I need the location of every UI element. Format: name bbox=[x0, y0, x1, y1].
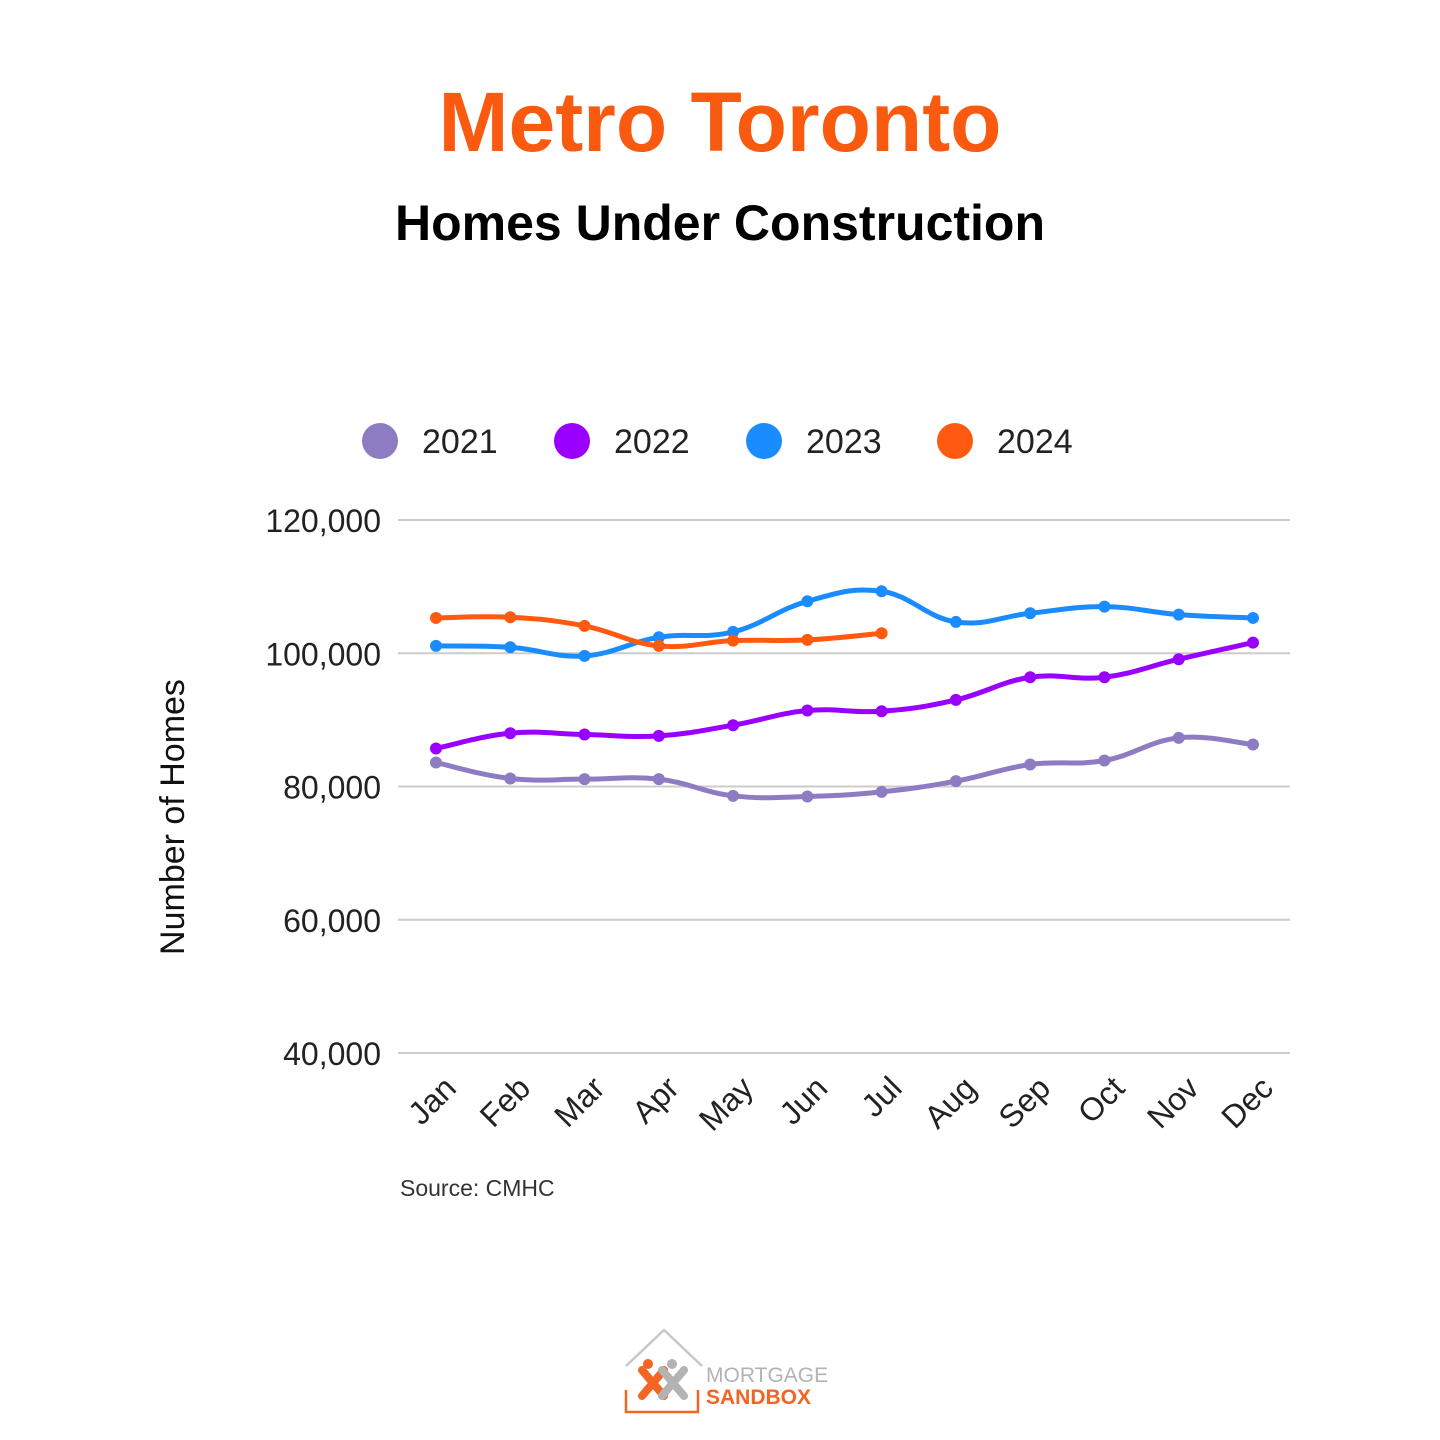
y-tick-label: 40,000 bbox=[283, 1036, 381, 1072]
legend-swatch bbox=[937, 423, 973, 459]
data-point bbox=[801, 633, 814, 646]
legend-label: 2022 bbox=[614, 423, 690, 461]
x-tick-label: Jun bbox=[772, 1069, 834, 1131]
series-2024 bbox=[430, 611, 888, 652]
data-point bbox=[949, 693, 962, 706]
y-tick-label: 100,000 bbox=[265, 636, 381, 672]
data-point bbox=[727, 634, 740, 647]
series-2022 bbox=[430, 636, 1259, 755]
data-point bbox=[1247, 738, 1259, 751]
legend-label: 2024 bbox=[997, 423, 1073, 461]
x-tick-label: Sep bbox=[991, 1069, 1057, 1135]
data-point bbox=[949, 775, 962, 788]
chart-title: Metro Toronto bbox=[438, 75, 1002, 169]
data-point bbox=[652, 631, 665, 644]
data-point bbox=[504, 641, 517, 654]
data-point bbox=[1247, 636, 1259, 649]
data-point bbox=[875, 785, 888, 798]
x-tick-label: Aug bbox=[917, 1069, 983, 1135]
data-point bbox=[1024, 758, 1037, 771]
legend-swatch bbox=[554, 423, 590, 459]
chart-subtitle: Homes Under Construction bbox=[394, 195, 1046, 251]
data-point bbox=[578, 649, 591, 662]
data-point bbox=[652, 639, 665, 652]
series-2021 bbox=[430, 731, 1259, 803]
data-point bbox=[578, 728, 591, 741]
x-axis-ticks: Jan Feb Mar Apr May Jun Jul Aug Sep Oct Nov Dec bbox=[401, 1069, 1280, 1137]
source-note: Source: CMHC bbox=[400, 1175, 555, 1201]
data-point bbox=[1172, 731, 1185, 744]
data-point bbox=[1247, 611, 1259, 624]
logo-text-mortgage: MORTGAGE bbox=[706, 1364, 828, 1387]
data-point bbox=[430, 756, 442, 769]
data-point bbox=[1024, 671, 1037, 684]
data-point bbox=[1172, 653, 1185, 666]
data-point bbox=[430, 639, 442, 652]
data-point bbox=[875, 705, 888, 718]
legend-label: 2023 bbox=[806, 423, 882, 461]
x-tick-label: May bbox=[692, 1069, 760, 1137]
series-line bbox=[433, 734, 1256, 801]
series-lines bbox=[430, 585, 1259, 803]
x-tick-label: Jul bbox=[854, 1069, 908, 1123]
data-point bbox=[875, 585, 888, 598]
x-tick-label: Mar bbox=[547, 1069, 612, 1134]
data-point bbox=[875, 627, 888, 640]
data-point bbox=[949, 615, 962, 628]
x-tick-label: Oct bbox=[1071, 1069, 1132, 1130]
data-point bbox=[652, 773, 665, 786]
series-2023 bbox=[430, 585, 1259, 662]
x-tick-label: Feb bbox=[473, 1069, 537, 1133]
data-point bbox=[727, 789, 740, 802]
data-point bbox=[1024, 607, 1037, 620]
legend: 2021 2022 2023 2024 bbox=[362, 423, 1073, 461]
data-point bbox=[1098, 754, 1111, 767]
y-tick-label: 80,000 bbox=[283, 770, 381, 806]
data-point bbox=[652, 729, 665, 742]
data-point bbox=[1098, 671, 1111, 684]
data-point bbox=[801, 790, 814, 803]
data-point bbox=[430, 742, 442, 755]
x-tick-label: Apr bbox=[625, 1069, 686, 1130]
y-axis-label: Number of Homes bbox=[154, 679, 192, 955]
data-point bbox=[504, 611, 517, 624]
data-point bbox=[801, 595, 814, 608]
y-tick-label: 60,000 bbox=[283, 903, 381, 939]
data-point bbox=[727, 625, 740, 638]
data-point bbox=[504, 772, 517, 785]
house-icon bbox=[624, 1328, 703, 1414]
data-point bbox=[430, 611, 442, 624]
data-point bbox=[727, 719, 740, 732]
y-tick-label: 120,000 bbox=[265, 503, 381, 539]
x-tick-label: Dec bbox=[1214, 1069, 1280, 1135]
data-point bbox=[1172, 608, 1185, 621]
data-point bbox=[504, 727, 517, 740]
mortgage-sandbox-logo: MORTGAGE SANDBOX bbox=[624, 1328, 828, 1414]
data-point bbox=[578, 773, 591, 786]
series-line bbox=[433, 640, 1256, 752]
legend-swatch bbox=[746, 423, 782, 459]
x-tick-label: Jan bbox=[401, 1069, 463, 1131]
logo-text-sandbox: SANDBOX bbox=[706, 1386, 811, 1409]
legend-swatch bbox=[362, 423, 398, 459]
data-point bbox=[801, 704, 814, 717]
legend-label: 2021 bbox=[422, 423, 498, 461]
grid-lines bbox=[398, 519, 1290, 1054]
data-point bbox=[578, 619, 591, 632]
x-tick-label: Nov bbox=[1140, 1069, 1206, 1135]
data-point bbox=[1098, 600, 1111, 613]
y-axis-ticks: 40,000 60,000 80,000 100,000 120,000 bbox=[265, 503, 381, 1072]
